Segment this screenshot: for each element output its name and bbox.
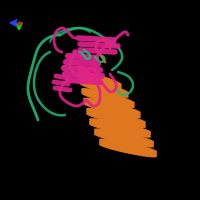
Ellipse shape xyxy=(84,103,140,118)
Ellipse shape xyxy=(82,90,134,106)
Ellipse shape xyxy=(84,98,140,113)
Ellipse shape xyxy=(90,120,150,136)
Ellipse shape xyxy=(87,110,145,126)
Ellipse shape xyxy=(90,123,150,137)
Ellipse shape xyxy=(100,141,156,155)
Ellipse shape xyxy=(95,131,153,145)
Ellipse shape xyxy=(90,119,150,133)
Ellipse shape xyxy=(100,144,156,157)
Ellipse shape xyxy=(84,100,140,116)
Ellipse shape xyxy=(87,109,145,123)
Ellipse shape xyxy=(79,75,121,89)
Ellipse shape xyxy=(82,89,134,103)
Ellipse shape xyxy=(87,113,145,127)
Ellipse shape xyxy=(79,73,121,87)
Ellipse shape xyxy=(95,133,153,147)
Ellipse shape xyxy=(80,80,128,96)
Ellipse shape xyxy=(95,129,153,143)
Ellipse shape xyxy=(80,83,128,97)
Ellipse shape xyxy=(79,71,121,85)
Ellipse shape xyxy=(100,139,156,152)
Ellipse shape xyxy=(80,79,128,93)
Ellipse shape xyxy=(82,93,134,107)
